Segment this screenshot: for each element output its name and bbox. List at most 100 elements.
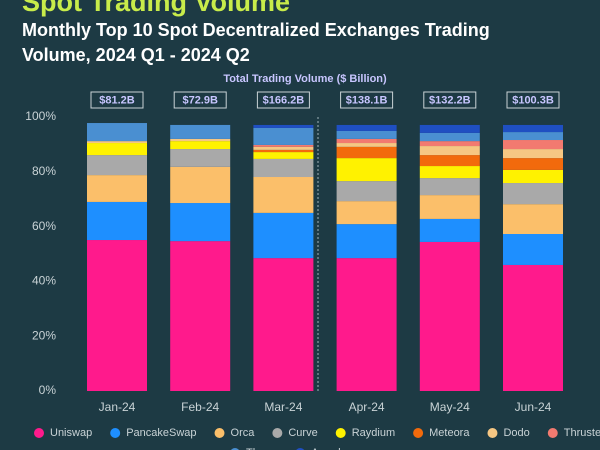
y-tick-label: 40% [32,274,56,288]
legend-label: Aerodrome [311,447,365,450]
bar-segment [419,155,480,167]
legend-marker [34,428,44,438]
total-label: $138.1B [346,94,388,106]
bar-segment [419,132,480,142]
bar-segment [336,201,397,225]
bar-segment [419,146,480,156]
bar-segment [419,141,480,147]
legend-label: Orca [231,427,256,439]
total-label-box [340,91,394,109]
bar-segment [503,132,563,141]
bar-segment [87,175,147,202]
bar-segment [170,203,231,242]
total-label-box [423,91,477,109]
x-tick-label: Mar-24 [264,400,302,414]
bar-segment [503,140,563,150]
bar-segment [503,169,563,184]
bar-segment [503,204,563,234]
chart-subtitle: Volume, 2024 Q1 - 2024 Q2 [22,45,250,65]
bar-segment [170,149,231,167]
total-label: $100.3B [512,94,554,106]
bar-segment [87,143,147,156]
legend-marker [487,428,498,438]
bar-segment [503,158,563,170]
bar-segment [503,183,563,205]
bar-segment [503,233,563,265]
bar-segment [336,224,397,259]
bar-segment [336,143,397,147]
bar-segment [87,123,147,142]
total-label-box [506,91,560,109]
bar-segment [419,241,480,391]
bar-segment [419,166,480,179]
legend-marker [110,428,121,438]
x-tick-label: Jun-24 [515,400,552,414]
bar-segment [336,146,397,159]
bar-segment [503,149,563,159]
chart-title: Spot Trading Volume [22,0,290,17]
total-label-box [90,91,144,109]
bar-segment [253,212,314,259]
bar-segment [253,124,314,128]
legend-label: Meteora [429,427,470,439]
totals-title: Total Trading Volume ($ Billion) [223,73,387,85]
total-label-box [256,91,310,109]
total-label: $72.9B [182,94,218,106]
bar-segment [253,127,314,145]
x-tick-label: Apr-24 [349,400,385,414]
y-tick-label: 60% [32,219,56,233]
bar-segment [336,138,397,144]
legend-marker [335,428,346,438]
bar-segment [253,144,314,147]
legend-label: Dodo [503,427,529,439]
bar-segment [419,195,480,219]
bar-segment [170,141,231,150]
legend-label: Curve [288,427,317,439]
bar-segment [336,124,397,131]
x-tick-label: May-24 [430,400,470,414]
total-label-box [173,91,227,109]
legend-marker [413,428,424,438]
bar-segment [87,240,147,391]
bar-segment [503,124,563,133]
bar-segment [253,152,314,159]
bar-segment [336,130,397,139]
bar-segment [419,178,480,196]
bar-segment [253,177,314,213]
legend-label: Raydium [352,427,395,439]
legend-label: Uniswap [50,427,92,439]
bar-segment [336,258,397,391]
chart-subtitle: Monthly Top 10 Spot Decentralized Exchan… [22,20,490,40]
bar-segment [170,241,231,391]
legend-marker [272,428,283,438]
y-tick-label: 0% [39,383,57,397]
total-label: $81.2B [99,94,135,106]
bar-segment [87,155,147,176]
y-tick-label: 100% [25,109,56,123]
y-tick-label: 20% [32,328,56,342]
bar-segment [170,166,231,204]
bar-segment [87,201,147,241]
bar-segment [419,124,480,133]
bar-segment [253,146,314,150]
bar-segment [253,258,314,391]
bar-segment [170,124,231,139]
bar-segment [503,264,563,391]
total-label: $132.2B [429,94,471,106]
bar-segment [419,218,480,242]
x-tick-label: Jan-24 [99,400,136,414]
legend-marker [214,428,225,438]
bar-segment [253,158,314,178]
legend-label: Thena [246,447,278,450]
x-tick-label: Feb-24 [181,400,219,414]
legend-label: Thruster [564,427,600,439]
bar-segment [336,181,397,202]
bar-segment [87,141,147,144]
legend-marker [547,428,558,438]
y-tick-label: 80% [32,164,56,178]
total-label: $166.2B [263,94,305,106]
bar-segment [336,158,397,182]
legend-label: PancakeSwap [126,427,196,439]
